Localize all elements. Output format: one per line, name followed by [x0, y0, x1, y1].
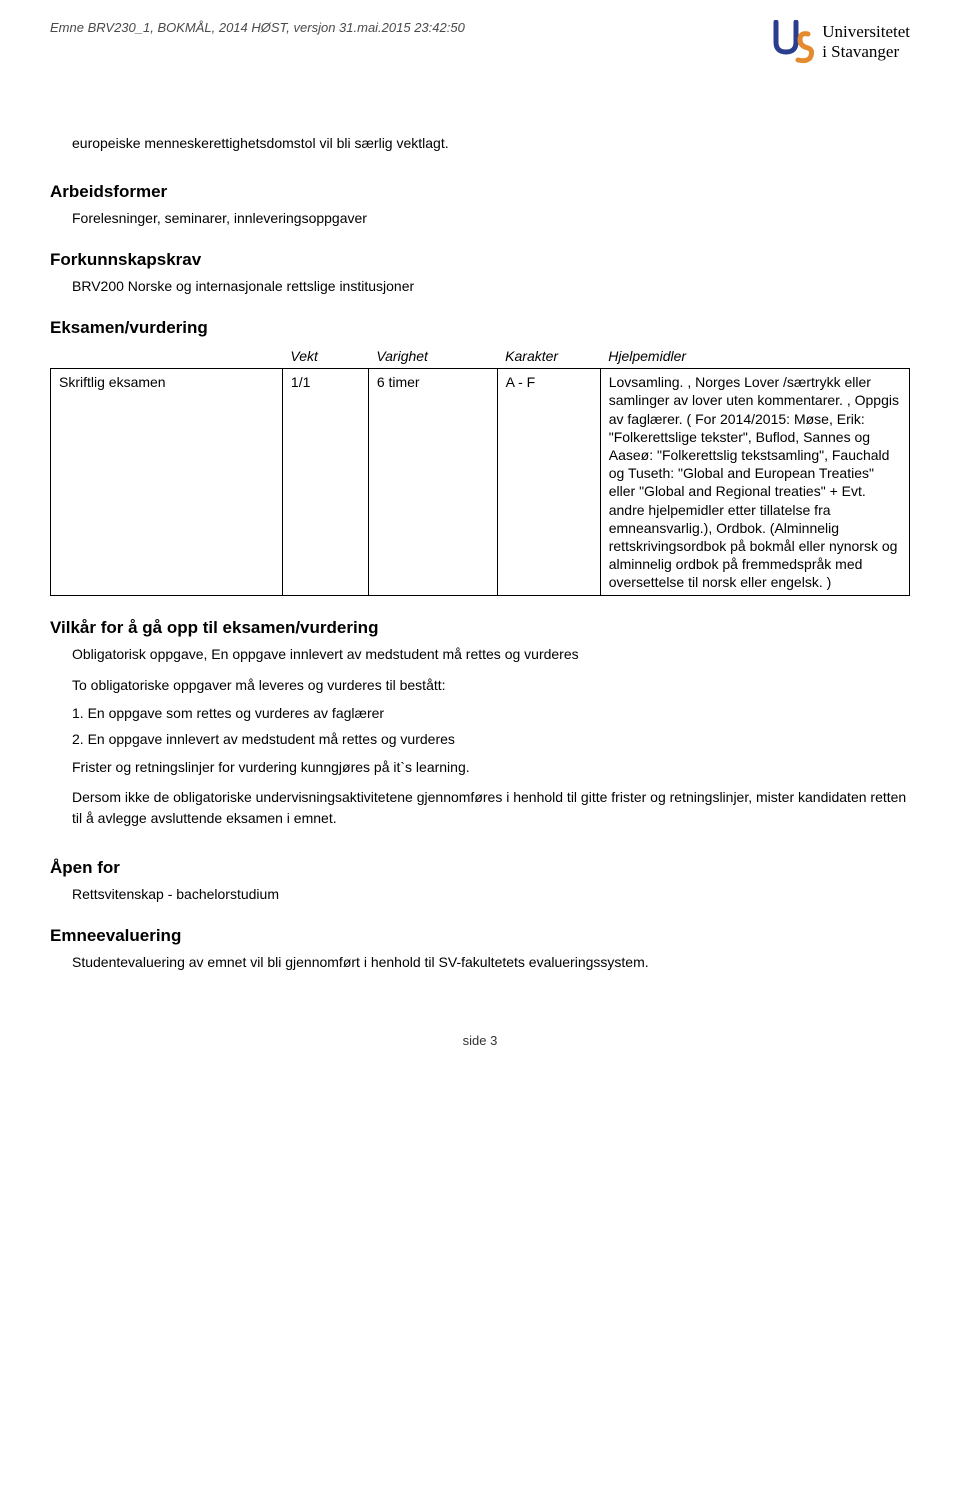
cell-name: Skriftlig eksamen: [51, 369, 283, 596]
intro-paragraph: europeiske menneskerettighetsdomstol vil…: [72, 134, 910, 154]
col-blank: [51, 344, 283, 369]
forkunnskapskrav-body: BRV200 Norske og internasjonale rettslig…: [72, 276, 910, 296]
logo-line2: i Stavanger: [822, 42, 910, 62]
forkunnskapskrav-heading: Forkunnskapskrav: [50, 250, 910, 270]
vilkar-p1: To obligatoriske oppgaver må leveres og …: [72, 675, 910, 695]
exam-table: Vekt Varighet Karakter Hjelpemidler Skri…: [50, 344, 910, 596]
arbeidsformer-body: Forelesninger, seminarer, innleveringsop…: [72, 208, 910, 228]
emneevaluering-body: Studentevaluering av emnet vil bli gjenn…: [72, 952, 910, 972]
apenfor-body: Rettsvitenskap - bachelorstudium: [72, 884, 910, 904]
cell-varighet: 6 timer: [368, 369, 497, 596]
vilkar-intro: Obligatorisk oppgave, En oppgave innleve…: [72, 644, 910, 664]
logo-line1: Universitetet: [822, 22, 910, 42]
vilkar-li2: 2. En oppgave innlevert av medstudent må…: [72, 731, 910, 747]
col-varighet: Varighet: [368, 344, 497, 369]
cell-hjelpemidler: Lovsamling. , Norges Lover /særtrykk ell…: [600, 369, 909, 596]
us-logo-icon: [770, 20, 814, 64]
vilkar-p2: Frister og retningslinjer for vurdering …: [72, 757, 910, 777]
vilkar-heading: Vilkår for å gå opp til eksamen/vurderin…: [50, 618, 910, 638]
arbeidsformer-heading: Arbeidsformer: [50, 182, 910, 202]
header-meta: Emne BRV230_1, BOKMÅL, 2014 HØST, versjo…: [50, 20, 465, 35]
col-vekt: Vekt: [282, 344, 368, 369]
apenfor-heading: Åpen for: [50, 858, 910, 878]
page-footer: side 3: [50, 1033, 910, 1048]
col-hjelpemidler: Hjelpemidler: [600, 344, 909, 369]
logo-text: Universitetet i Stavanger: [822, 22, 910, 61]
col-karakter: Karakter: [497, 344, 600, 369]
eksamen-heading: Eksamen/vurdering: [50, 318, 910, 338]
vilkar-li1: 1. En oppgave som rettes og vurderes av …: [72, 705, 910, 721]
university-logo: Universitetet i Stavanger: [770, 20, 910, 64]
table-row: Skriftlig eksamen 1/1 6 timer A - F Lovs…: [51, 369, 910, 596]
page-header: Emne BRV230_1, BOKMÅL, 2014 HØST, versjo…: [50, 20, 910, 64]
vilkar-p3: Dersom ikke de obligatoriske undervisnin…: [72, 787, 910, 828]
cell-karakter: A - F: [497, 369, 600, 596]
cell-vekt: 1/1: [282, 369, 368, 596]
emneevaluering-heading: Emneevaluering: [50, 926, 910, 946]
